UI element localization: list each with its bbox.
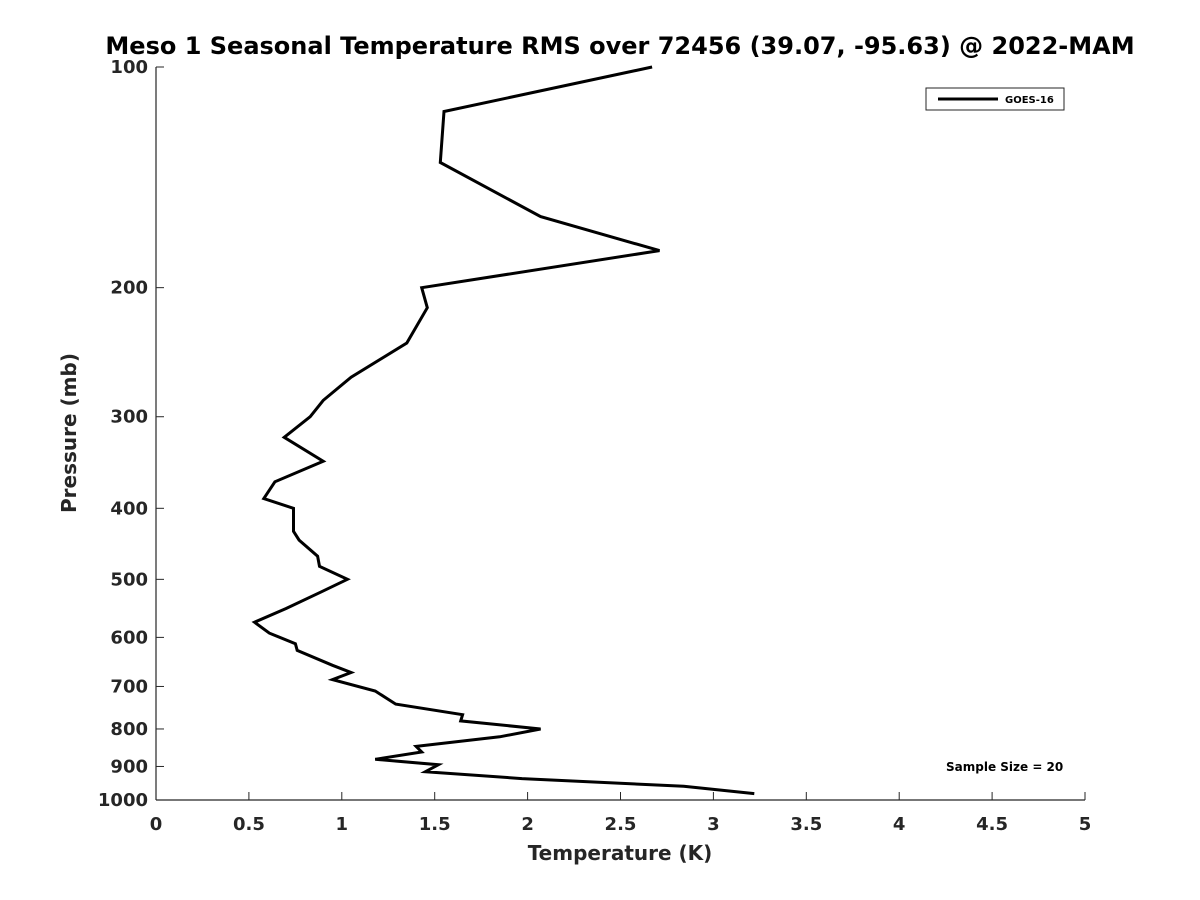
y-tick-label: 800	[110, 719, 148, 740]
x-tick-label: 3.5	[790, 814, 822, 835]
y-tick-label: 700	[110, 676, 148, 697]
x-tick-label: 1	[336, 814, 349, 835]
series-line-goes-16	[251, 65, 755, 796]
y-tick-label: 300	[110, 407, 148, 428]
y-tick-label: 1000	[98, 790, 148, 811]
x-tick-label: 4	[893, 814, 906, 835]
legend-label-goes-16: GOES-16	[1005, 95, 1054, 106]
x-tick-label: 1.5	[419, 814, 451, 835]
x-tick-label: 0.5	[233, 814, 265, 835]
series-layer	[251, 65, 755, 796]
x-tick-label: 2	[521, 814, 534, 835]
y-tick-label: 100	[110, 57, 148, 78]
y-tick-label: 900	[110, 756, 148, 777]
x-tick-label: 2.5	[605, 814, 637, 835]
y-ticks: 100 200 300 400 500 600 700 800 900 1000	[98, 57, 164, 811]
x-ticks: 0 0.5 1 1.5 2 2.5 3 3.5 4 4.5 5	[150, 792, 1092, 835]
y-tick-label: 600	[110, 627, 148, 648]
y-axis-label: Pressure (mb)	[57, 353, 81, 513]
x-axis-label: Temperature (K)	[528, 841, 713, 865]
y-tick-label: 500	[110, 569, 148, 590]
x-tick-label: 4.5	[976, 814, 1008, 835]
x-tick-label: 0	[150, 814, 163, 835]
y-tick-label: 400	[110, 498, 148, 519]
x-tick-label: 5	[1079, 814, 1092, 835]
legend: GOES-16	[925, 87, 1065, 111]
x-tick-label: 3	[707, 814, 720, 835]
sample-size-annotation: Sample Size = 20	[946, 760, 1063, 774]
chart-title: Meso 1 Seasonal Temperature RMS over 724…	[105, 32, 1134, 60]
y-tick-label: 200	[110, 278, 148, 299]
